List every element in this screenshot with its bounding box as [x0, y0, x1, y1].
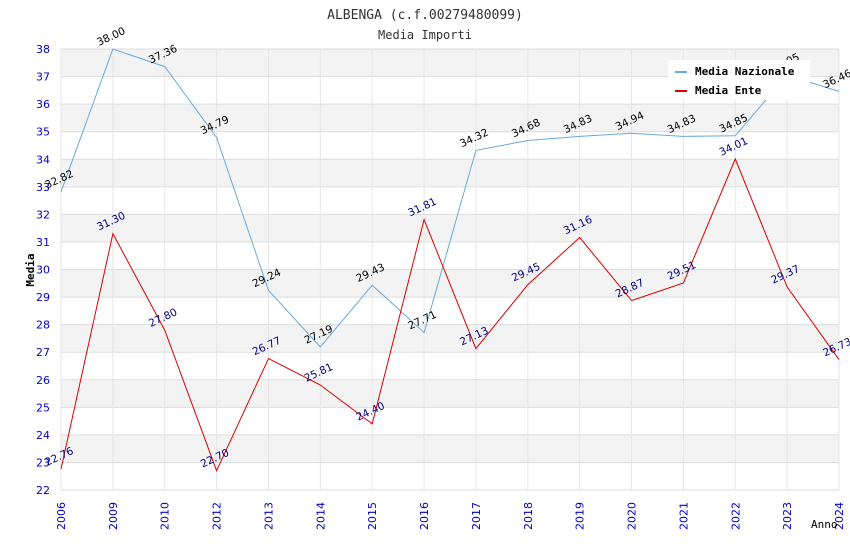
- plot-band: [61, 104, 839, 132]
- chart-title: ALBENGA (c.f.00279480099): [327, 8, 523, 23]
- data-label-nazionale: 38.00: [95, 25, 127, 49]
- y-tick-label: 33: [36, 181, 50, 194]
- series-line-ente: [60, 157, 840, 473]
- x-tick-label: 2009: [107, 502, 120, 530]
- y-tick-label: 29: [36, 291, 50, 304]
- plot-band: [61, 159, 839, 187]
- legend: Media Nazionale Media Ente: [668, 60, 810, 100]
- x-axis-label: Anno: [811, 518, 838, 531]
- x-tick-label: 2024: [833, 502, 846, 530]
- legend-box: [668, 60, 810, 100]
- x-tick-label: 2022: [729, 502, 742, 530]
- x-tick-label: 2021: [677, 502, 690, 530]
- y-tick-label: 37: [36, 71, 50, 84]
- y-tick-label: 34: [36, 153, 50, 166]
- y-axis-label: Media: [24, 253, 37, 286]
- plot-band: [61, 379, 839, 408]
- x-tick-label: 2017: [470, 502, 483, 530]
- chart-subtitle: Media Importi: [378, 28, 472, 42]
- plot-band: [61, 214, 839, 242]
- x-tick-label: 2018: [522, 502, 535, 530]
- y-tick-label: 31: [36, 236, 50, 249]
- plot-band: [61, 434, 839, 463]
- x-tick-label: 2023: [781, 502, 794, 530]
- y-tick-label: 22: [36, 484, 50, 497]
- y-tick-label: 25: [36, 401, 50, 414]
- x-tick-label: 2012: [211, 502, 224, 530]
- y-tick-label: 30: [36, 264, 50, 277]
- x-tick-label: 2016: [418, 502, 431, 530]
- x-tick-label: 2019: [574, 502, 587, 530]
- y-tick-label: 36: [36, 98, 50, 111]
- legend-label-ente: Media Ente: [695, 84, 762, 97]
- y-tick-label: 26: [36, 374, 50, 387]
- y-tick-label: 27: [36, 346, 50, 359]
- x-tick-label: 2014: [314, 502, 327, 530]
- plot-band: [61, 324, 839, 353]
- y-tick-label: 35: [36, 126, 50, 139]
- y-tick-label: 38: [36, 43, 50, 56]
- series-line-nazionale: [60, 48, 840, 348]
- x-tick-label: 2006: [55, 502, 68, 530]
- y-tick-label: 24: [36, 429, 50, 442]
- data-label-ente: 34.01: [717, 135, 749, 159]
- x-tick-label: 2013: [262, 502, 275, 530]
- gridlines: [60, 48, 840, 491]
- x-tick-label: 2010: [159, 502, 172, 530]
- plot-bands: [61, 49, 839, 463]
- x-tick-labels: 2006 2009 2010 2012 2013 2014 2015 2016 2017 2018…: [55, 502, 846, 530]
- y-tick-label: 28: [36, 319, 50, 332]
- legend-label-nazionale: Media Nazionale: [695, 65, 795, 78]
- data-label-ente: 22.76: [43, 445, 76, 469]
- y-tick-labels: 22 23 24 25 26 27 28 29 30 31 32 33 34 35 36 37 38: [36, 43, 50, 497]
- x-tick-label: 2015: [366, 502, 379, 530]
- y-tick-label: 32: [36, 208, 50, 221]
- y-tick-label: 23: [36, 456, 50, 469]
- x-tick-label: 2020: [626, 502, 639, 530]
- series-lines: [60, 48, 840, 473]
- data-label-nazionale: 32.82: [43, 168, 75, 192]
